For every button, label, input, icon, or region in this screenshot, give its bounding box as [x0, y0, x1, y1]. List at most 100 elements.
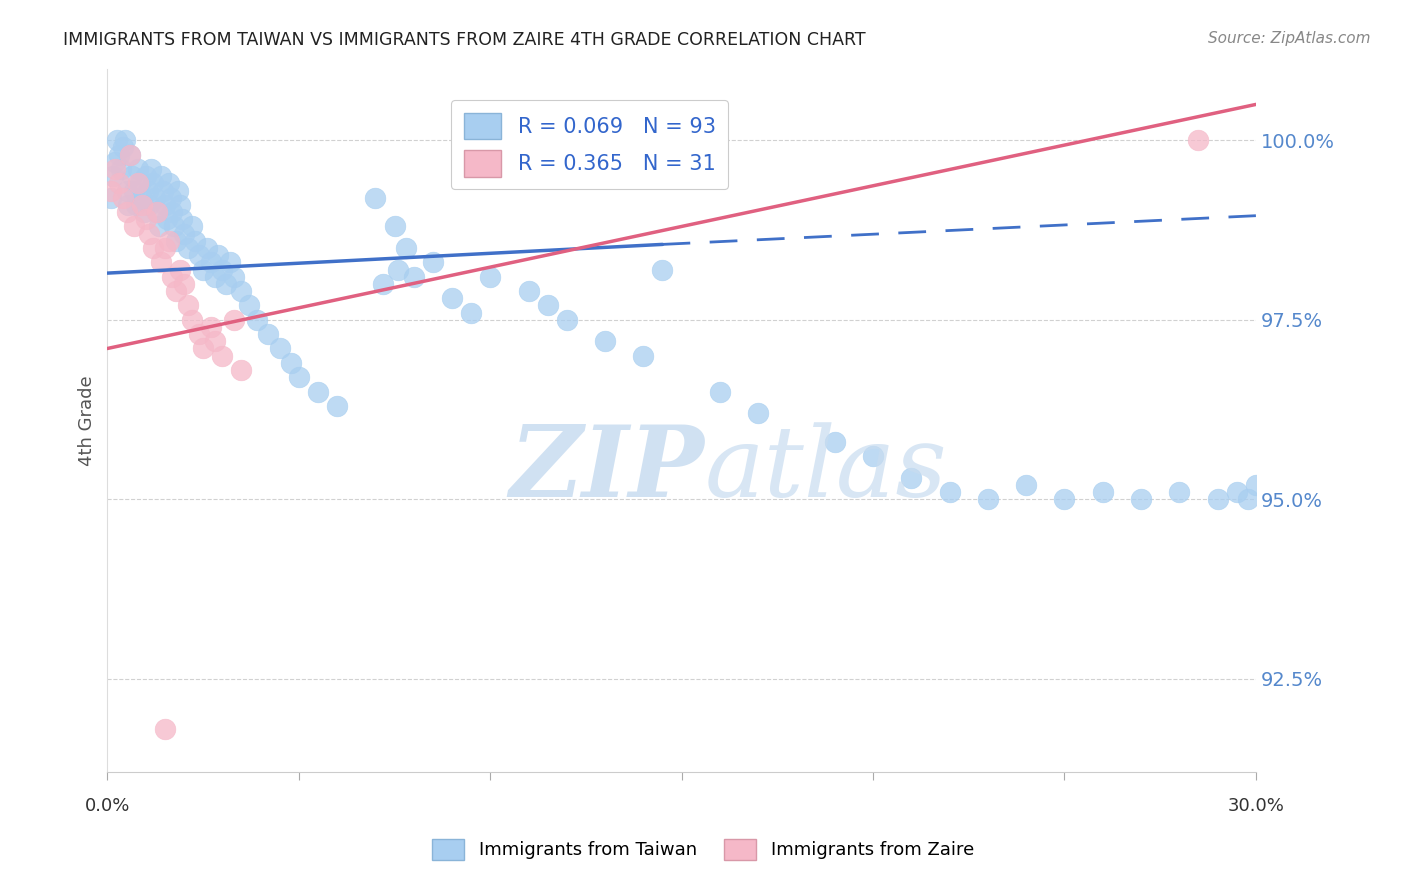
- Point: [246, 312, 269, 326]
- Point: [651, 262, 673, 277]
- Point: [180, 219, 202, 234]
- Text: 30.0%: 30.0%: [1227, 797, 1284, 815]
- Point: [108, 177, 131, 191]
- Point: [633, 349, 655, 363]
- Legend: R = 0.069   N = 93, R = 0.365   N = 31: R = 0.069 N = 93, R = 0.365 N = 31: [451, 100, 728, 189]
- Point: [115, 205, 138, 219]
- Point: [170, 212, 193, 227]
- Point: [143, 191, 166, 205]
- Point: [122, 184, 145, 198]
- Point: [440, 291, 463, 305]
- Point: [101, 169, 124, 184]
- Point: [222, 312, 245, 326]
- Point: [173, 277, 195, 291]
- Point: [127, 161, 149, 176]
- Point: [122, 219, 145, 234]
- Point: [938, 485, 960, 500]
- Point: [180, 312, 202, 326]
- Point: [1187, 133, 1209, 147]
- Point: [555, 312, 578, 326]
- Point: [191, 342, 214, 356]
- Point: [269, 342, 291, 356]
- Point: [121, 169, 143, 184]
- Point: [135, 212, 157, 227]
- Point: [125, 198, 148, 212]
- Point: [135, 169, 157, 184]
- Point: [288, 370, 311, 384]
- Point: [1226, 485, 1249, 500]
- Point: [188, 327, 211, 342]
- Point: [117, 198, 139, 212]
- Point: [195, 241, 218, 255]
- Point: [402, 269, 425, 284]
- Point: [131, 191, 153, 205]
- Point: [100, 191, 122, 205]
- Point: [115, 184, 138, 198]
- Point: [593, 334, 616, 349]
- Point: [1015, 478, 1038, 492]
- Point: [120, 147, 142, 161]
- Point: [105, 133, 128, 147]
- Point: [162, 269, 184, 284]
- Point: [129, 177, 152, 191]
- Text: 0.0%: 0.0%: [84, 797, 131, 815]
- Point: [157, 234, 180, 248]
- Point: [1168, 485, 1191, 500]
- Text: atlas: atlas: [704, 422, 948, 517]
- Point: [153, 241, 176, 255]
- Point: [100, 184, 122, 198]
- Point: [153, 198, 176, 212]
- Point: [862, 449, 884, 463]
- Point: [384, 219, 406, 234]
- Point: [177, 241, 200, 255]
- Point: [387, 262, 409, 277]
- Point: [200, 255, 222, 269]
- Point: [153, 722, 176, 736]
- Point: [138, 227, 160, 241]
- Point: [280, 356, 302, 370]
- Point: [146, 205, 169, 219]
- Point: [110, 161, 132, 176]
- Point: [141, 161, 163, 176]
- Point: [1206, 492, 1229, 507]
- Point: [222, 269, 245, 284]
- Text: ZIP: ZIP: [509, 421, 704, 517]
- Point: [364, 191, 387, 205]
- Point: [204, 269, 226, 284]
- Text: IMMIGRANTS FROM TAIWAN VS IMMIGRANTS FROM ZAIRE 4TH GRADE CORRELATION CHART: IMMIGRANTS FROM TAIWAN VS IMMIGRANTS FRO…: [63, 31, 866, 49]
- Point: [977, 492, 1000, 507]
- Point: [148, 219, 170, 234]
- Point: [207, 248, 229, 262]
- Point: [165, 234, 187, 248]
- Point: [142, 177, 165, 191]
- Point: [371, 277, 394, 291]
- Point: [200, 320, 222, 334]
- Point: [479, 269, 502, 284]
- Point: [138, 198, 160, 212]
- Text: Source: ZipAtlas.com: Source: ZipAtlas.com: [1208, 31, 1371, 46]
- Point: [395, 241, 418, 255]
- Point: [142, 241, 165, 255]
- Point: [132, 205, 155, 219]
- Point: [1244, 478, 1267, 492]
- Point: [152, 184, 174, 198]
- Point: [127, 177, 149, 191]
- Point: [136, 184, 159, 198]
- Point: [104, 161, 127, 176]
- Point: [165, 284, 187, 298]
- Point: [104, 154, 127, 169]
- Point: [111, 140, 134, 154]
- Point: [131, 198, 153, 212]
- Point: [111, 191, 134, 205]
- Point: [307, 384, 329, 399]
- Point: [167, 184, 190, 198]
- Point: [326, 399, 349, 413]
- Point: [156, 212, 179, 227]
- Point: [1091, 485, 1114, 500]
- Point: [157, 177, 180, 191]
- Point: [1130, 492, 1153, 507]
- Point: [460, 305, 482, 319]
- Point: [900, 471, 922, 485]
- Point: [1053, 492, 1076, 507]
- Point: [211, 349, 233, 363]
